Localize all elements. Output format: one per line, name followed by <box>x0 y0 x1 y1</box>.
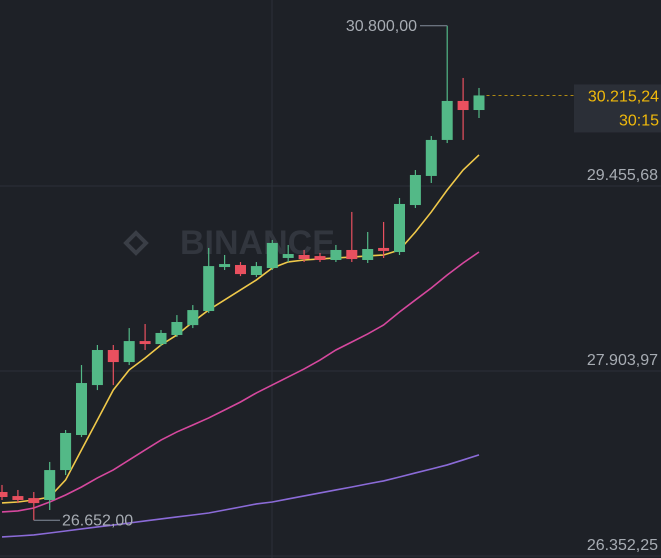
candle-body <box>330 249 342 260</box>
candle-body <box>60 432 72 471</box>
candle-body <box>425 139 437 176</box>
candle-body <box>441 100 453 140</box>
candle-body <box>266 242 278 268</box>
candle-body <box>219 264 231 268</box>
candle-body <box>28 498 40 504</box>
candle-body <box>187 310 199 326</box>
low-marker-label: 26.652,00 <box>62 512 133 529</box>
high-marker-label: 30.800,00 <box>346 18 417 35</box>
last-price-box <box>574 84 661 133</box>
candle-body <box>203 266 215 312</box>
candle-body <box>409 174 421 206</box>
candle-body <box>362 249 374 260</box>
candle-body <box>0 491 8 498</box>
candle-body <box>91 350 103 386</box>
candle-body <box>250 266 262 276</box>
candle-body <box>394 203 405 253</box>
y-tick-label: 29.455,68 <box>587 167 658 184</box>
moving-average-line <box>1 454 480 538</box>
candle-body <box>235 265 246 275</box>
candle-body <box>282 254 294 258</box>
candle-body <box>107 350 119 363</box>
candle-body <box>473 95 485 111</box>
moving-average-line <box>1 154 480 504</box>
watermark-logo <box>123 230 149 256</box>
candle-body <box>346 249 358 260</box>
candle-body <box>378 247 390 251</box>
last-price-label: 30.215,24 <box>588 89 659 106</box>
candle-body <box>12 496 24 500</box>
candle-body <box>298 254 310 260</box>
candle-body <box>76 383 87 436</box>
candle-body <box>139 341 151 345</box>
y-tick-label: 26.352,25 <box>587 537 658 554</box>
candle-body <box>155 332 167 345</box>
candle-body <box>44 470 56 500</box>
y-tick-label: 27.903,97 <box>587 352 658 369</box>
candle-body <box>314 256 326 260</box>
watermark: BINANCE <box>180 224 335 262</box>
candle-body <box>123 341 135 363</box>
candle-body <box>171 321 183 335</box>
candle-body <box>457 100 469 111</box>
countdown: 30:15 <box>619 113 659 130</box>
moving-average-line <box>1 251 480 513</box>
